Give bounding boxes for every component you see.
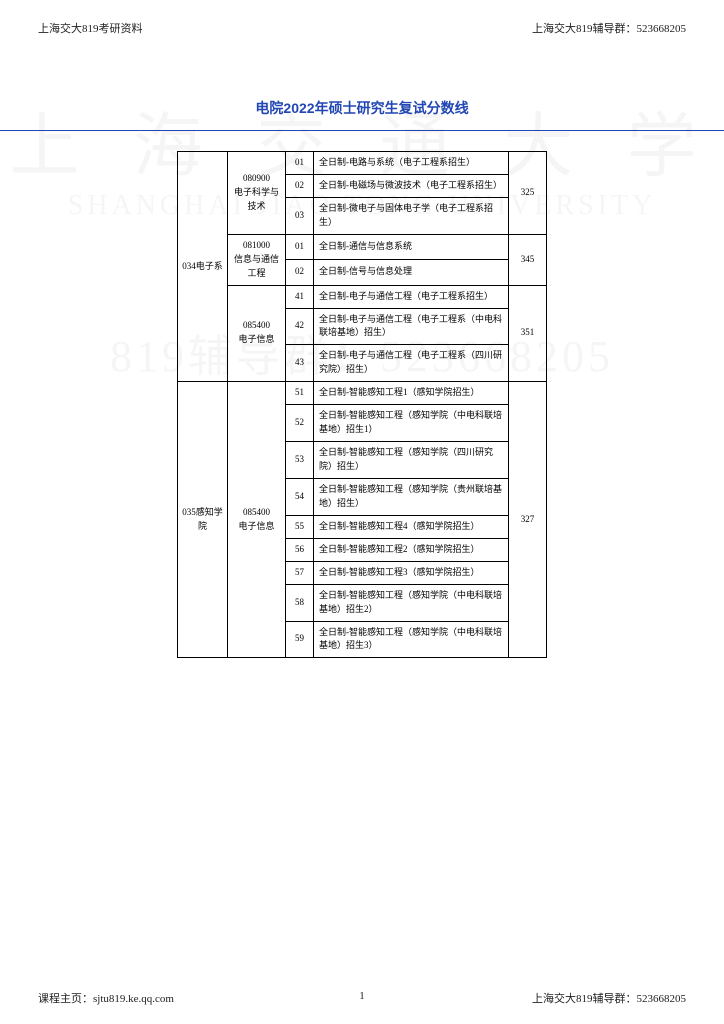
direction-desc: 全日制-电子与通信工程（电子工程系招生）	[314, 285, 509, 308]
major-cell: 085400电子信息	[228, 382, 286, 658]
score-cell: 351	[509, 285, 547, 382]
direction-desc: 全日制-智能感知工程（感知学院（中电科联培基地）招生3）	[314, 621, 509, 658]
direction-desc: 全日制-通信与信息系统	[314, 234, 509, 259]
page-header: 上海交大819考研资料 上海交大819辅导群：523668205	[0, 0, 724, 36]
page-title: 电院2022年硕士研究生复试分数线	[0, 98, 724, 118]
page-footer: 课程主页：sjtu819.ke.qq.com 1 上海交大819辅导群：5236…	[0, 990, 724, 1006]
direction-desc: 全日制-电子与通信工程（电子工程系（四川研究院）招生）	[314, 345, 509, 382]
dept-cell: 034电子系	[178, 152, 228, 382]
direction-desc: 全日制-智能感知工程（感知学院（中电科联培基地）招生2）	[314, 584, 509, 621]
direction-code: 51	[286, 382, 314, 405]
direction-code: 02	[286, 174, 314, 197]
table-row: 035感知学院085400电子信息51全日制-智能感知工程1（感知学院招生）32…	[178, 382, 547, 405]
direction-desc: 全日制-智能感知工程2（感知学院招生）	[314, 538, 509, 561]
table-row: 085400电子信息41全日制-电子与通信工程（电子工程系招生）351	[178, 285, 547, 308]
direction-desc: 全日制-智能感知工程3（感知学院招生）	[314, 561, 509, 584]
title-underline	[0, 130, 724, 131]
direction-code: 01	[286, 152, 314, 175]
direction-code: 03	[286, 197, 314, 234]
direction-desc: 全日制-微电子与固体电子学（电子工程系招生）	[314, 197, 509, 234]
dept-cell: 035感知学院	[178, 382, 228, 658]
scores-table: 034电子系080900电子科学与技术01全日制-电路与系统（电子工程系招生）3…	[177, 151, 547, 658]
direction-code: 42	[286, 308, 314, 345]
direction-code: 41	[286, 285, 314, 308]
direction-desc: 全日制-智能感知工程（感知学院（贵州联培基地）招生）	[314, 478, 509, 515]
direction-desc: 全日制-智能感知工程4（感知学院招生）	[314, 515, 509, 538]
major-cell: 085400电子信息	[228, 285, 286, 382]
direction-code: 56	[286, 538, 314, 561]
direction-desc: 全日制-信号与信息处理	[314, 260, 509, 285]
direction-code: 59	[286, 621, 314, 658]
header-right: 上海交大819辅导群：523668205	[532, 20, 686, 36]
direction-code: 58	[286, 584, 314, 621]
direction-code: 02	[286, 260, 314, 285]
footer-page-number: 1	[359, 990, 365, 1002]
direction-code: 57	[286, 561, 314, 584]
direction-code: 53	[286, 442, 314, 479]
direction-code: 43	[286, 345, 314, 382]
direction-code: 54	[286, 478, 314, 515]
direction-code: 55	[286, 515, 314, 538]
table-row: 034电子系080900电子科学与技术01全日制-电路与系统（电子工程系招生）3…	[178, 152, 547, 175]
footer-right: 上海交大819辅导群：523668205	[532, 990, 686, 1006]
score-cell: 345	[509, 234, 547, 285]
major-cell: 081000信息与通信工程	[228, 234, 286, 285]
direction-desc: 全日制-智能感知工程1（感知学院招生）	[314, 382, 509, 405]
major-cell: 080900电子科学与技术	[228, 152, 286, 235]
direction-desc: 全日制-智能感知工程（感知学院（中电科联培基地）招生1）	[314, 405, 509, 442]
score-cell: 327	[509, 382, 547, 658]
header-left: 上海交大819考研资料	[38, 20, 143, 36]
direction-code: 01	[286, 234, 314, 259]
direction-desc: 全日制-电路与系统（电子工程系招生）	[314, 152, 509, 175]
score-cell: 325	[509, 152, 547, 235]
footer-left: 课程主页：sjtu819.ke.qq.com	[38, 990, 174, 1006]
table-row: 081000信息与通信工程01全日制-通信与信息系统345	[178, 234, 547, 259]
direction-desc: 全日制-电子与通信工程（电子工程系（中电科联培基地）招生）	[314, 308, 509, 345]
direction-desc: 全日制-电磁场与微波技术（电子工程系招生）	[314, 174, 509, 197]
scores-table-wrap: 034电子系080900电子科学与技术01全日制-电路与系统（电子工程系招生）3…	[177, 151, 547, 658]
direction-desc: 全日制-智能感知工程（感知学院（四川研究院）招生）	[314, 442, 509, 479]
direction-code: 52	[286, 405, 314, 442]
